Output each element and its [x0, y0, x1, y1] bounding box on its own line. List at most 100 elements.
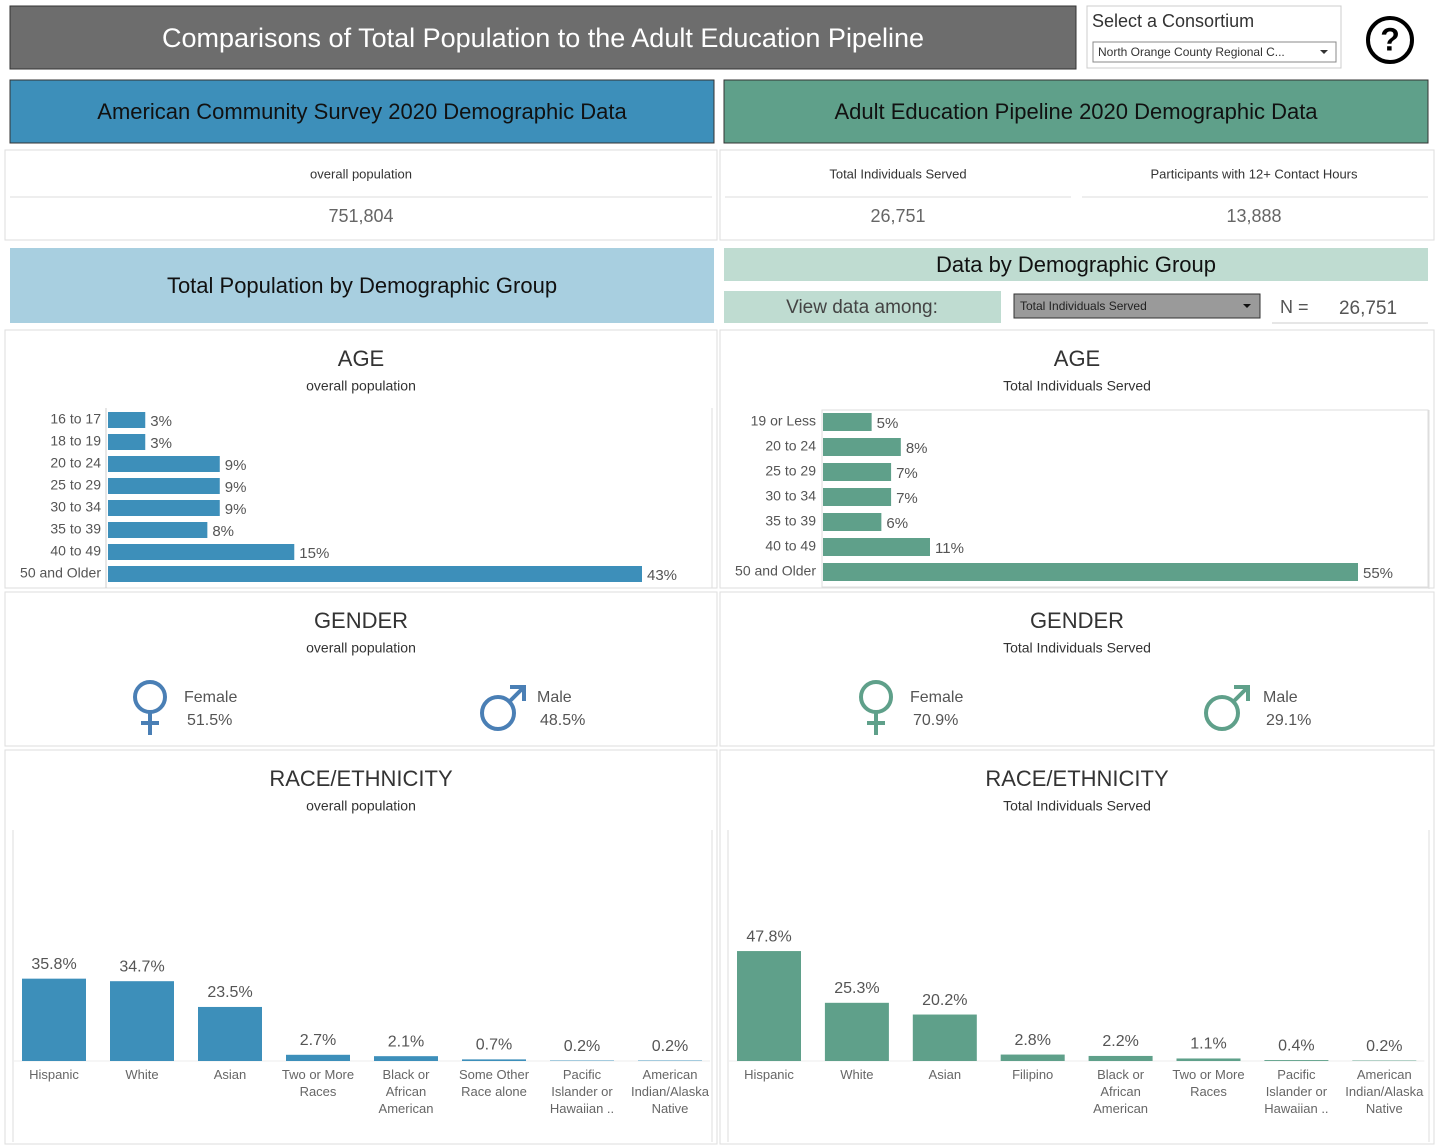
chart-subtitle: overall population — [306, 378, 416, 394]
n-value: 26,751 — [1339, 298, 1397, 319]
category-label: 50 and Older — [735, 563, 816, 579]
male-icon — [510, 685, 526, 701]
category-label: American Indian/Alaska Native — [1345, 1067, 1424, 1116]
bar — [823, 463, 892, 481]
value-label: 3% — [150, 435, 172, 452]
kpi-label: Participants with 12+ Contact Hours — [1150, 166, 1358, 181]
chart-panel — [4, 591, 718, 747]
value-label: 0.4% — [1278, 1037, 1314, 1054]
bar — [823, 513, 882, 531]
filter-value[interactable]: North Orange County Regional C... — [1098, 45, 1285, 59]
left-header — [9, 79, 715, 144]
category-label: 19 or Less — [751, 413, 816, 429]
chart-title: GENDER — [1030, 608, 1124, 633]
dropdown-arrow — [1320, 50, 1328, 54]
chart-panel — [719, 329, 1435, 589]
bar — [823, 438, 901, 456]
category-label: White — [125, 1067, 158, 1082]
category-label: Filipino — [1012, 1067, 1053, 1082]
bar — [108, 478, 220, 494]
gender-label: Female — [910, 689, 963, 706]
plot-frame — [821, 409, 1429, 588]
value-label: 43% — [647, 567, 677, 584]
category-label: 25 to 29 — [50, 477, 101, 493]
value-label: 0.2% — [652, 1038, 688, 1055]
male-icon — [508, 685, 526, 703]
help-icon[interactable] — [1366, 16, 1414, 64]
view-value[interactable]: Total Individuals Served — [1020, 299, 1147, 313]
category-label: Black or African American — [1093, 1067, 1148, 1116]
value-label: 9% — [225, 479, 247, 496]
chart-subtitle: overall population — [306, 798, 416, 814]
chart-title: AGE — [1054, 346, 1100, 371]
bar — [198, 1006, 262, 1061]
value-label: 11% — [935, 540, 964, 557]
bar — [1000, 1054, 1065, 1061]
filter-label: Select a Consortium — [1092, 11, 1254, 31]
male-icon — [1232, 685, 1250, 703]
n-label: N = — [1280, 297, 1309, 317]
kpi-label: Total Individuals Served — [829, 166, 966, 181]
category-label: 30 to 34 — [765, 488, 816, 504]
female-icon — [133, 680, 167, 714]
bar — [1176, 1058, 1241, 1061]
bar — [108, 434, 146, 450]
kpi-value: 751,804 — [328, 206, 393, 226]
dropdown-arrow — [1243, 304, 1251, 308]
gender-value: 70.9% — [913, 712, 958, 729]
bar — [823, 538, 930, 556]
chart-subtitle: overall population — [306, 640, 416, 656]
value-label: 2.7% — [300, 1032, 336, 1049]
category-label: 50 and Older — [20, 565, 101, 581]
view-dropdown[interactable] — [1013, 293, 1261, 319]
value-label: 2.2% — [1102, 1033, 1138, 1050]
category-label: Two or More Races — [282, 1067, 354, 1099]
chart-title: RACE/ETHNICITY — [269, 766, 453, 791]
view-label: View data among: — [786, 297, 938, 318]
value-label: 15% — [299, 545, 329, 562]
value-label: 5% — [877, 415, 899, 432]
bar — [1264, 1060, 1329, 1061]
value-label: 7% — [896, 490, 918, 507]
category-label: 30 to 34 — [50, 499, 101, 515]
bar — [912, 1014, 977, 1061]
chart-title: RACE/ETHNICITY — [985, 766, 1169, 791]
category-label: Some Other Race alone — [459, 1067, 530, 1099]
category-label: Hispanic — [744, 1067, 794, 1082]
help-mark[interactable]: ? — [1380, 21, 1400, 57]
gender-value: 48.5% — [540, 712, 585, 729]
chart-subtitle: Total Individuals Served — [1003, 798, 1151, 814]
value-label: 0.7% — [476, 1037, 512, 1054]
right-section-title: Data by Demographic Group — [936, 252, 1216, 277]
category-label: 35 to 39 — [765, 513, 816, 529]
category-label: Pacific Islander or Hawaiian .. — [1264, 1067, 1328, 1116]
value-label: 8% — [212, 523, 234, 540]
gender-value: 29.1% — [1266, 712, 1311, 729]
bar — [824, 1002, 889, 1061]
value-label: 3% — [150, 413, 172, 430]
bar — [737, 951, 801, 1061]
right-section — [724, 248, 1428, 281]
category-label: 18 to 19 — [50, 433, 101, 449]
chart-panel — [4, 749, 718, 1145]
value-label: 20.2% — [922, 992, 967, 1009]
right-header — [723, 79, 1429, 144]
chart-subtitle: Total Individuals Served — [1003, 640, 1151, 656]
bar — [108, 412, 146, 428]
bar — [374, 1056, 438, 1061]
male-icon — [1204, 695, 1240, 731]
kpi-panel — [4, 149, 718, 241]
bar — [108, 544, 295, 560]
value-label: 9% — [225, 501, 247, 518]
value-label: 0.2% — [1366, 1038, 1402, 1055]
category-label: 20 to 24 — [50, 455, 101, 471]
bar — [108, 456, 220, 472]
bar — [462, 1059, 526, 1061]
category-label: Black or African American — [379, 1067, 434, 1116]
filter-dropdown[interactable] — [1092, 41, 1337, 63]
category-label: 25 to 29 — [765, 463, 816, 479]
value-label: 7% — [896, 465, 918, 482]
kpi-label: overall population — [310, 166, 412, 181]
